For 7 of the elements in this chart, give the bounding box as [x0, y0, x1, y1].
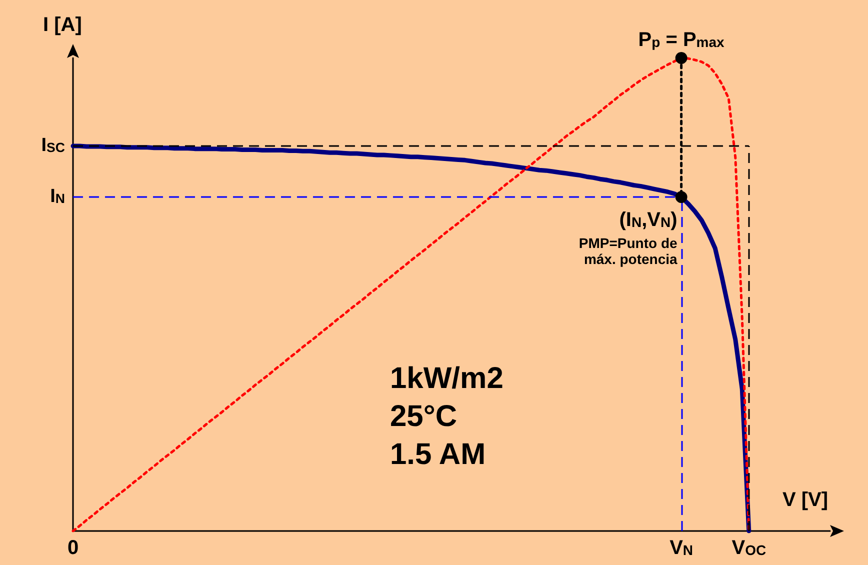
y-axis-title: I [A]: [43, 14, 82, 37]
x-tick-label: 0: [67, 537, 79, 560]
annotation: 25°C: [390, 400, 458, 434]
annotation: 1kW/m2: [390, 362, 504, 396]
annotation: PMP=Punto de máx. potencia: [578, 235, 678, 268]
annotation: 1.5 AM: [390, 438, 486, 472]
x-axis-title: V [V]: [782, 489, 828, 512]
